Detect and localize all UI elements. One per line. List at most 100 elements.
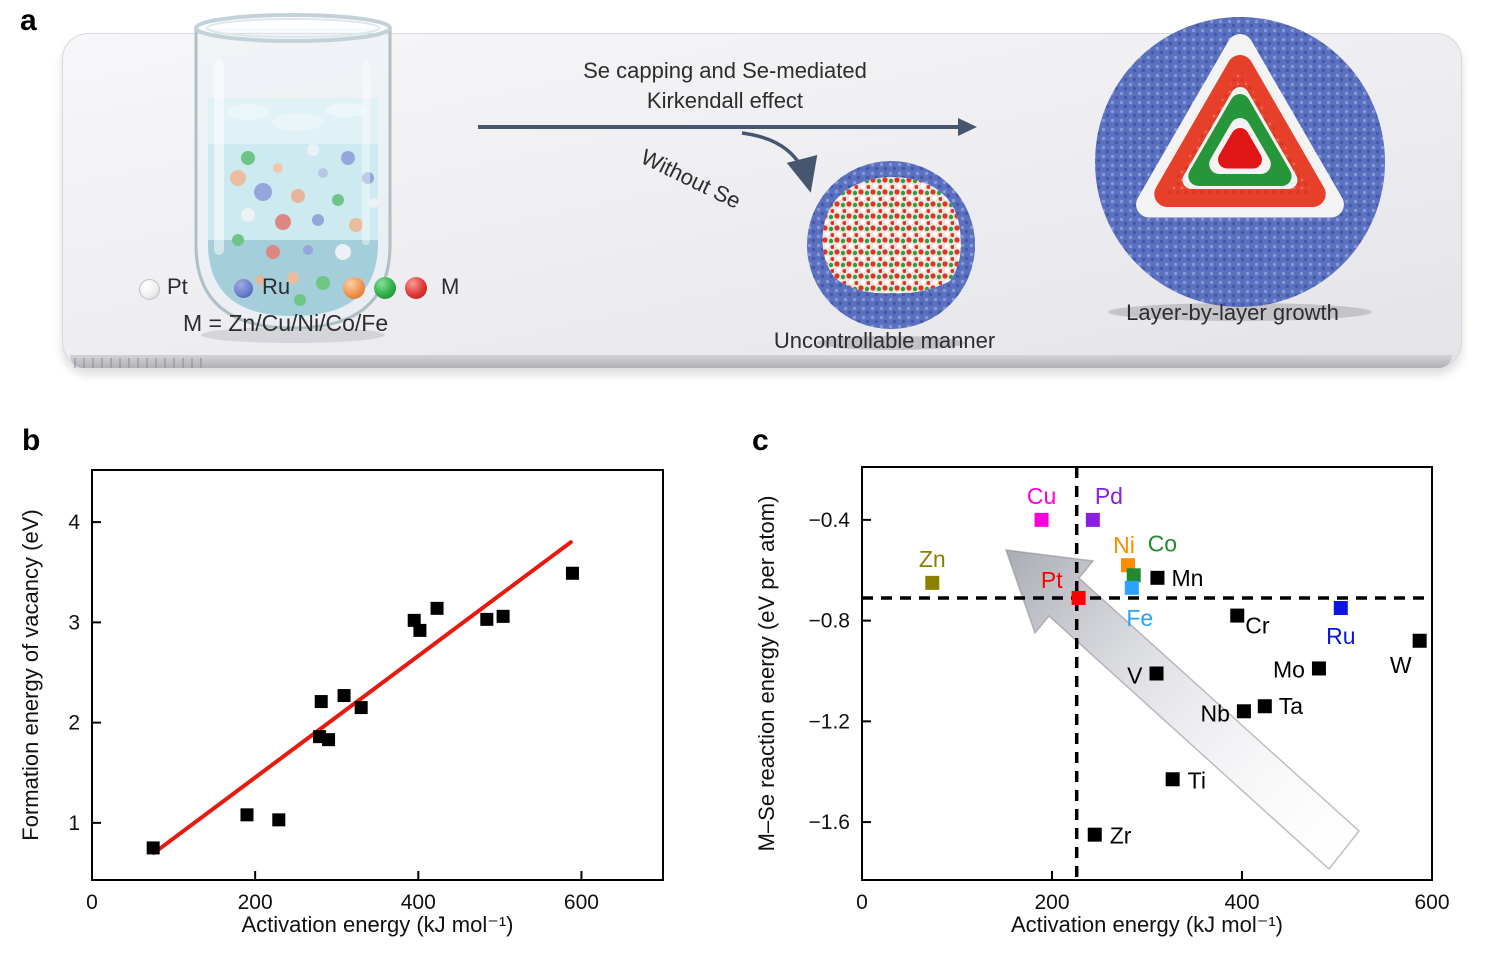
y-tick-label: −1.6: [809, 811, 850, 834]
element-label-Cu: Cu: [1027, 483, 1056, 509]
legend-ru-label: Ru: [262, 274, 291, 299]
beaker-rim: [194, 13, 392, 43]
element-label-Ti: Ti: [1188, 767, 1206, 793]
foam-blob: [255, 132, 291, 144]
y-tick-label: 1: [68, 812, 80, 835]
glass-highlight: [362, 60, 370, 245]
y-tick-label: 2: [68, 712, 80, 735]
data-point: [146, 841, 160, 855]
x-tick-label: 600: [1414, 891, 1449, 914]
element-point-Nb: [1236, 704, 1251, 719]
element-point-Fe: [1124, 580, 1139, 595]
x-tick-label: 400: [1224, 891, 1259, 914]
element-label-Pd: Pd: [1095, 483, 1123, 509]
platform-hatch: [74, 358, 204, 368]
element-label-Cr: Cr: [1245, 613, 1270, 639]
trend-arrow: [1004, 549, 1361, 871]
y-tick-label: −0.8: [809, 610, 850, 633]
panel-c-letter: c: [752, 424, 769, 457]
element-label-Pt: Pt: [1041, 567, 1063, 593]
particle-cut-face-texture: [822, 177, 961, 294]
x-axis-label: Activation energy (kJ mol⁻¹): [241, 912, 513, 937]
x-tick-label: 200: [1034, 891, 1069, 914]
pt-sphere-icon: [139, 279, 160, 300]
element-point-Mn: [1150, 570, 1165, 585]
glass-highlight: [214, 60, 224, 255]
element-point-Cu: [1034, 512, 1049, 527]
element-point-Pt: [1071, 590, 1086, 605]
data-point: [337, 689, 351, 703]
data-point: [314, 695, 328, 709]
element-label-Zr: Zr: [1110, 823, 1132, 849]
element-point-Zr: [1087, 827, 1102, 842]
particle-shadow: [817, 336, 965, 350]
m-green-sphere-icon: [374, 277, 396, 299]
element-label-Ru: Ru: [1326, 623, 1355, 649]
uncontrolled-particle-illustration: [807, 161, 975, 350]
m-orange-sphere-icon: [343, 277, 365, 299]
data-point: [430, 601, 444, 615]
x-tick-label: 600: [564, 891, 599, 914]
element-point-Co: [1126, 568, 1141, 583]
foam-blob: [326, 103, 366, 117]
beaker-illustration: [194, 13, 392, 343]
element-point-Ru: [1333, 601, 1348, 616]
data-point: [354, 701, 368, 715]
legend-pt-label: Pt: [167, 274, 188, 299]
plot-frame: [91, 469, 664, 881]
data-point: [480, 612, 494, 626]
element-label-V: V: [1127, 663, 1143, 689]
element-label-Co: Co: [1148, 530, 1177, 556]
plot-frame: [861, 466, 1433, 881]
reaction-arrow-head-icon: [958, 118, 977, 136]
x-tick-label: 400: [401, 891, 436, 914]
beaker-rim-inner: [206, 18, 380, 38]
fit-line: [151, 540, 573, 855]
element-point-Zn: [925, 575, 940, 590]
y-axis-label: M–Se reaction energy (eV per atom): [754, 496, 779, 852]
element-point-Cr: [1230, 608, 1245, 623]
data-point: [413, 623, 427, 637]
element-label-Zn: Zn: [919, 546, 946, 572]
dispersed-spheres: [230, 144, 379, 306]
element-point-W: [1412, 633, 1427, 648]
data-point: [322, 733, 336, 747]
m-red-sphere-icon: [405, 277, 427, 299]
y-axis-label: Formation energy of vacancy (eV): [18, 509, 43, 840]
legend-m-label: M: [441, 274, 460, 299]
element-label-Mo: Mo: [1273, 656, 1305, 682]
element-label-Ni: Ni: [1113, 532, 1135, 558]
y-tick-label: 3: [68, 611, 80, 634]
foam-blob: [226, 104, 270, 120]
reaction-arrow: [478, 125, 960, 129]
element-label-Nb: Nb: [1200, 700, 1229, 726]
layer-growth-label: Layer-by-layer growth: [1126, 300, 1339, 325]
uncontrollable-label: Uncontrollable manner: [773, 328, 996, 353]
element-label-Mn: Mn: [1171, 565, 1203, 591]
panel-c-chart: 0 200 400 600 −0.4 −0.8 −1.2 −1.6 Zn Cu Pd Pt Ni Co Fe…: [754, 466, 1450, 937]
data-point: [565, 566, 579, 580]
x-tick-label: 0: [86, 891, 98, 914]
element-point-Ti: [1165, 772, 1180, 787]
data-point: [407, 613, 421, 627]
foam-blob: [272, 113, 324, 131]
element-label-Ta: Ta: [1279, 693, 1304, 719]
reaction-caption-line1: Se capping and Se-mediated: [583, 58, 867, 83]
x-tick-label: 0: [856, 891, 868, 914]
element-label-Fe: Fe: [1126, 605, 1153, 631]
x-axis-label: Activation energy (kJ mol⁻¹): [1011, 912, 1283, 937]
data-point: [240, 808, 254, 822]
element-point-Pd: [1085, 512, 1100, 527]
y-tick-label: −0.4: [809, 509, 851, 532]
data-point: [272, 813, 286, 827]
element-point-Mo: [1311, 661, 1326, 676]
reaction-caption: Se capping and Se-mediated Kirkendall ef…: [480, 56, 970, 116]
reaction-caption-line2: Kirkendall effect: [646, 88, 804, 113]
layered-particle-illustration: [1095, 17, 1385, 321]
panel-b-chart: 0 200 400 600 1 2 3 4 Activation energy (kJ mol⁻…: [18, 469, 664, 937]
beaker-shadow: [201, 327, 385, 343]
y-tick-label: −1.2: [809, 710, 850, 733]
ru-sphere-icon: [234, 279, 253, 298]
element-point-V: [1149, 666, 1164, 681]
